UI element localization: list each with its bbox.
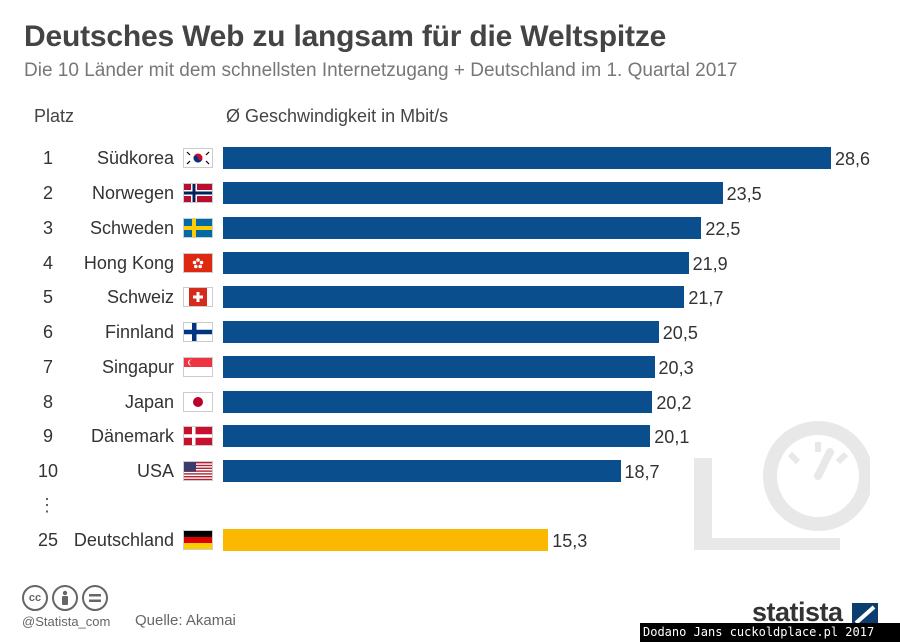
country-label-dänemark: Dänemark [90, 426, 174, 446]
country-label-japan: Japan [124, 392, 174, 412]
speedometer-icon [694, 421, 870, 550]
speed-column-header: Ø Geschwindigkeit in Mbit/s [226, 106, 449, 126]
country-label-südkorea: Südkorea [96, 148, 174, 168]
country-label-schweiz: Schweiz [106, 287, 174, 307]
singapore-flag-icon [183, 357, 213, 377]
country-label-usa: USA [136, 461, 174, 481]
bar-schweden [223, 217, 702, 239]
value-label-dänemark: 20,1 [654, 427, 690, 447]
bar-südkorea [223, 147, 831, 169]
value-label-deutschland: 15,3 [552, 531, 588, 551]
value-label-singapur: 20,3 [658, 358, 694, 378]
rank-label: 2 [42, 183, 53, 203]
no-derivatives-icon [82, 585, 108, 611]
norway-flag-icon [183, 183, 213, 203]
license-icons: cc [22, 585, 108, 611]
bar-schweiz [223, 286, 685, 308]
rank-gap-ellipsis: ⋮ [38, 495, 56, 515]
rank-label: 4 [42, 253, 53, 273]
country-label-deutschland: Deutschland [73, 530, 174, 550]
switzerland-flag-icon [183, 287, 213, 307]
rank-label: 10 [37, 461, 59, 481]
statista-handle: @Statista_com [22, 614, 111, 629]
rank-label: 1 [42, 148, 53, 168]
japan-flag-icon [183, 392, 213, 412]
country-label-norwegen: Norwegen [91, 183, 174, 203]
south-korea-flag-icon [183, 148, 213, 168]
country-label-finnland: Finnland [104, 322, 174, 342]
germany-flag-icon [183, 530, 213, 550]
bar-deutschland [223, 529, 549, 551]
value-label-finnland: 20,5 [662, 323, 698, 343]
country-label-hong-kong: Hong Kong [83, 253, 174, 273]
rank-label: 8 [42, 392, 53, 412]
bar-japan [223, 391, 653, 413]
rank-label: 9 [42, 426, 53, 446]
rank-label: 25 [37, 530, 59, 550]
value-label-südkorea: 28,6 [835, 149, 871, 169]
bar-hong-kong [223, 252, 689, 274]
bar-usa [223, 460, 621, 482]
rank-label: 6 [42, 322, 53, 342]
rank-label: 7 [42, 357, 53, 377]
country-label-singapur: Singapur [101, 357, 174, 377]
chart-title: Deutsches Web zu langsam für die Weltspi… [24, 20, 667, 53]
chart-subtitle: Die 10 Länder mit dem schnellsten Intern… [24, 60, 738, 81]
value-label-usa: 18,7 [624, 462, 660, 482]
value-label-schweden: 22,5 [705, 219, 741, 239]
hong-kong-flag-icon [183, 253, 213, 273]
usa-flag-icon [183, 461, 213, 481]
rank-column-header: Platz [34, 106, 75, 126]
finland-flag-icon [183, 322, 213, 342]
bar-dänemark [223, 425, 651, 447]
statista-logo: statista [752, 597, 843, 627]
denmark-flag-icon [183, 426, 213, 446]
rank-label: 5 [42, 287, 53, 307]
attribution-icon [52, 585, 78, 611]
watermark: Dodano Jans cuckoldplace.pl 2017 [640, 623, 900, 642]
sweden-flag-icon [183, 218, 213, 238]
bar-singapur [223, 356, 655, 378]
cc-icon: cc [22, 585, 48, 611]
bar-finnland [223, 321, 659, 343]
value-label-japan: 20,2 [656, 393, 692, 413]
value-label-hong-kong: 21,9 [692, 254, 728, 274]
bar-norwegen [223, 182, 723, 204]
source-note: Quelle: Akamai [135, 612, 236, 629]
value-label-schweiz: 21,7 [688, 288, 724, 308]
country-label-schweden: Schweden [89, 218, 174, 238]
value-label-norwegen: 23,5 [726, 184, 762, 204]
rank-label: 3 [42, 218, 53, 238]
